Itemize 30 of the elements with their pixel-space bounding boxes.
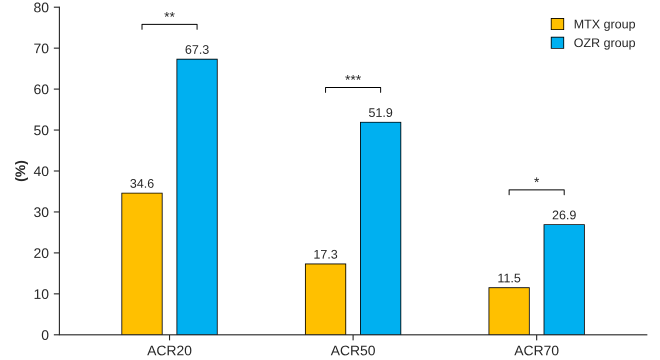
legend-label: OZR group [574, 38, 636, 50]
data-label: 51.9 [368, 108, 392, 118]
data-label: 26.9 [552, 210, 576, 220]
y-tick-label: 0 [42, 330, 48, 340]
y-tick-label: 40 [34, 166, 48, 176]
x-tick-label: ACR20 [147, 346, 192, 356]
y-tick-label: 30 [34, 207, 48, 218]
data-label: 67.3 [186, 45, 209, 54]
y-axis-title: (%) [15, 160, 28, 182]
annotation: *** [345, 75, 361, 80]
y-tick-label: 10 [34, 289, 48, 300]
bar [121, 192, 163, 335]
legend-label: MTX group [574, 20, 636, 31]
x-tick-label: ACR70 [514, 346, 559, 356]
bar [360, 122, 402, 335]
y-tick-label: 20 [34, 248, 48, 258]
annotation: ** [164, 12, 175, 17]
bar [544, 224, 585, 335]
y-tick-label: 70 [34, 43, 48, 54]
bar [304, 264, 346, 335]
data-label: 17.3 [314, 250, 338, 259]
x-tick-label: ACR50 [330, 346, 375, 356]
y-tick-label: 60 [34, 84, 48, 94]
bar [488, 287, 530, 335]
bar [176, 58, 218, 335]
data-label: 11.5 [498, 274, 520, 282]
y-tick-label: 80 [34, 2, 48, 12]
annotation: * [534, 177, 540, 182]
data-label: 34.6 [130, 179, 154, 188]
y-tick-label: 50 [34, 125, 48, 136]
